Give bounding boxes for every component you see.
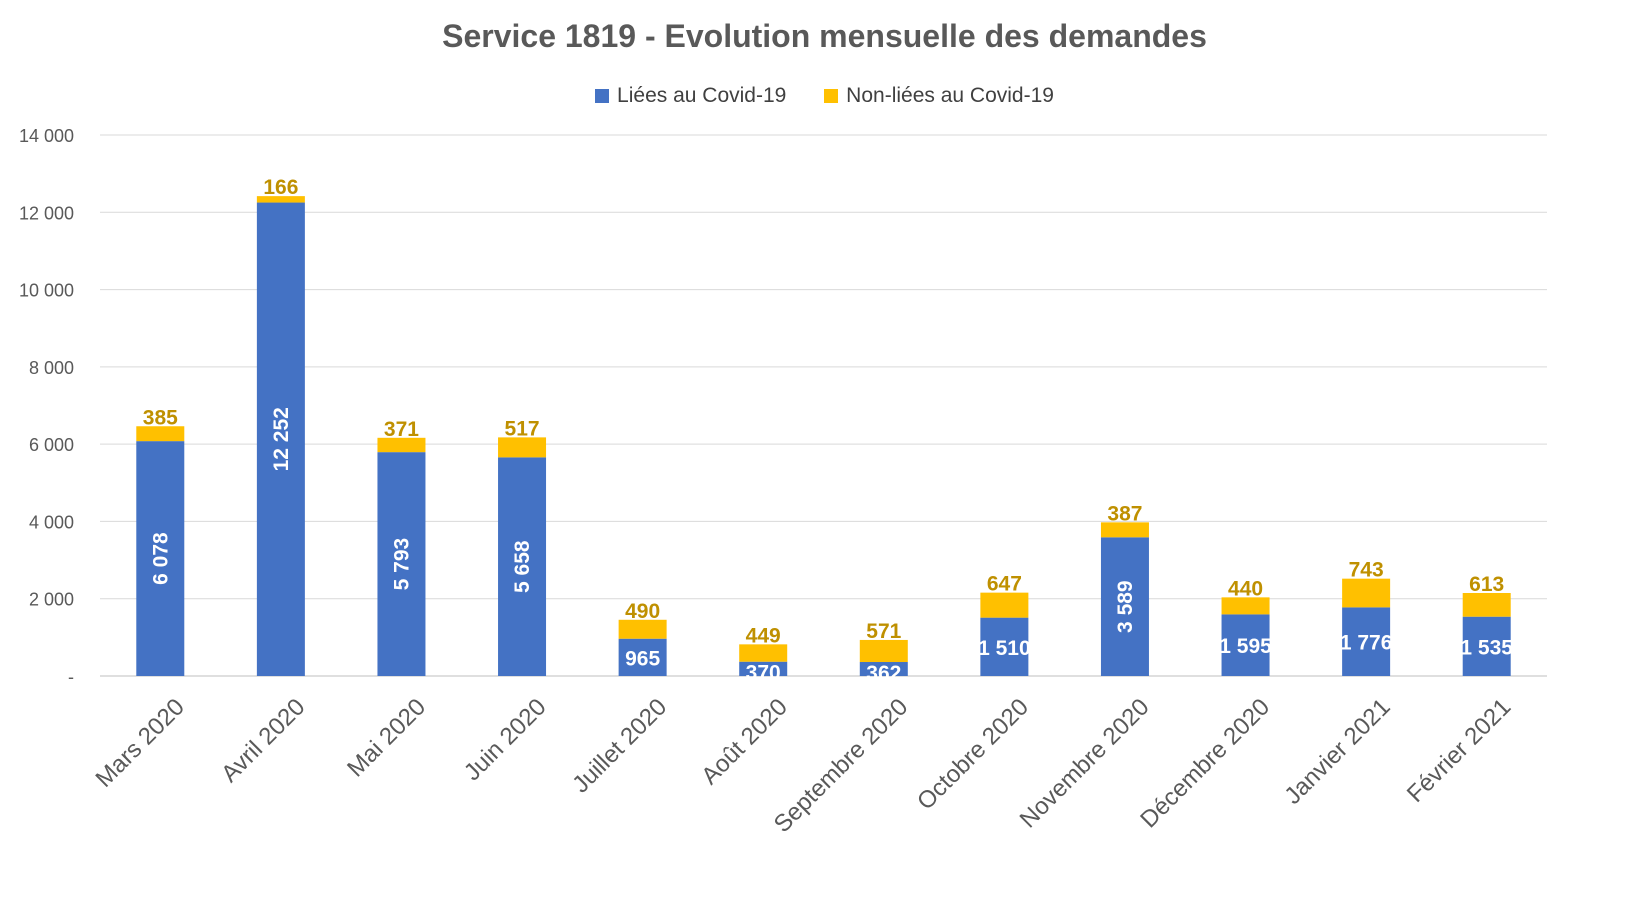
y-tick-label: 4 000 bbox=[29, 512, 74, 532]
x-tick-label: Avril 2020 bbox=[216, 693, 310, 787]
legend-label-covid: Liées au Covid-19 bbox=[617, 84, 787, 108]
data-label-covid: 6 078 bbox=[149, 532, 172, 585]
bar-covid bbox=[1221, 614, 1270, 676]
data-label-non-covid: 166 bbox=[263, 176, 298, 199]
data-label-covid: 12 252 bbox=[270, 407, 293, 471]
bar-non-covid bbox=[377, 437, 426, 453]
data-label-non-covid: 449 bbox=[746, 624, 781, 647]
legend: Liées au Covid-19 Non-liées au Covid-19 bbox=[0, 84, 1649, 108]
y-tick-label: 8 000 bbox=[29, 358, 74, 378]
data-label-non-covid: 743 bbox=[1349, 559, 1384, 582]
x-tick-label: Mai 2020 bbox=[342, 693, 431, 782]
bar-covid bbox=[859, 662, 908, 676]
data-label-non-covid: 647 bbox=[987, 573, 1022, 596]
data-label-covid: 5 793 bbox=[390, 538, 413, 591]
data-label-covid: 965 bbox=[625, 647, 660, 670]
data-label-covid: 1 535 bbox=[1460, 636, 1513, 659]
data-label-non-covid: 613 bbox=[1469, 573, 1504, 596]
x-tick-label: Décembre 2020 bbox=[1135, 693, 1275, 833]
x-tick-label: Novembre 2020 bbox=[1015, 693, 1155, 833]
data-label-covid: 5 658 bbox=[511, 540, 534, 593]
x-tick-label: Février 2021 bbox=[1402, 693, 1516, 807]
y-tick-label: 10 000 bbox=[19, 281, 74, 301]
bar-non-covid bbox=[859, 639, 908, 663]
bar-covid bbox=[980, 617, 1029, 676]
y-tick-label: 6 000 bbox=[29, 435, 74, 455]
legend-item-non-covid: Non-liées au Covid-19 bbox=[824, 84, 1054, 108]
bar-non-covid bbox=[256, 196, 305, 203]
chart-title: Service 1819 - Evolution mensuelle des d… bbox=[442, 18, 1207, 54]
bar-covid bbox=[1342, 607, 1391, 676]
x-tick-label: Juillet 2020 bbox=[567, 693, 672, 798]
bar-non-covid bbox=[1462, 592, 1511, 617]
bar-covid bbox=[498, 457, 547, 676]
bar-covid bbox=[1100, 537, 1149, 676]
data-label-covid: 3 589 bbox=[1114, 580, 1137, 633]
x-tick-label: Octobre 2020 bbox=[912, 693, 1034, 815]
y-tick-label: - bbox=[68, 667, 74, 687]
bar-covid bbox=[1462, 616, 1511, 676]
bar-non-covid bbox=[1221, 597, 1270, 615]
x-tick-label: Mars 2020 bbox=[91, 693, 190, 792]
legend-item-covid: Liées au Covid-19 bbox=[595, 84, 786, 108]
data-label-covid: 1 595 bbox=[1219, 635, 1272, 658]
x-tick-label: Août 2020 bbox=[696, 693, 792, 789]
bar-non-covid bbox=[498, 437, 547, 458]
data-label-non-covid: 440 bbox=[1228, 577, 1263, 600]
legend-swatch-covid bbox=[595, 89, 610, 104]
y-tick-label: 14 000 bbox=[19, 126, 74, 146]
legend-swatch-non-covid bbox=[824, 89, 839, 104]
bar-non-covid bbox=[618, 619, 667, 639]
data-label-covid: 1 776 bbox=[1340, 632, 1393, 655]
bar-covid bbox=[136, 441, 185, 676]
legend-label-non-covid: Non-liées au Covid-19 bbox=[846, 84, 1054, 108]
y-tick-label: 12 000 bbox=[19, 203, 74, 223]
bar-non-covid bbox=[739, 644, 788, 662]
data-label-non-covid: 571 bbox=[866, 620, 901, 643]
data-label-covid: 370 bbox=[746, 662, 781, 685]
bar-non-covid bbox=[980, 592, 1029, 618]
data-label-non-covid: 490 bbox=[625, 600, 660, 623]
bar-covid bbox=[256, 202, 305, 676]
data-label-non-covid: 385 bbox=[143, 406, 178, 429]
bar-covid bbox=[377, 452, 426, 676]
y-tick-label: 2 000 bbox=[29, 590, 74, 610]
x-tick-label: Janvier 2021 bbox=[1279, 693, 1395, 809]
data-label-non-covid: 517 bbox=[505, 417, 540, 440]
bar-non-covid bbox=[136, 426, 185, 442]
bar-non-covid bbox=[1342, 578, 1391, 608]
data-label-non-covid: 371 bbox=[384, 418, 419, 441]
bar-non-covid bbox=[1100, 522, 1149, 538]
x-tick-label: Juin 2020 bbox=[459, 693, 552, 786]
bar-covid bbox=[739, 661, 788, 676]
data-label-non-covid: 387 bbox=[1107, 502, 1142, 525]
data-label-covid: 1 510 bbox=[978, 637, 1031, 660]
x-tick-label: Septembre 2020 bbox=[769, 693, 914, 838]
bar-covid bbox=[618, 638, 667, 676]
data-label-covid: 362 bbox=[866, 662, 901, 685]
